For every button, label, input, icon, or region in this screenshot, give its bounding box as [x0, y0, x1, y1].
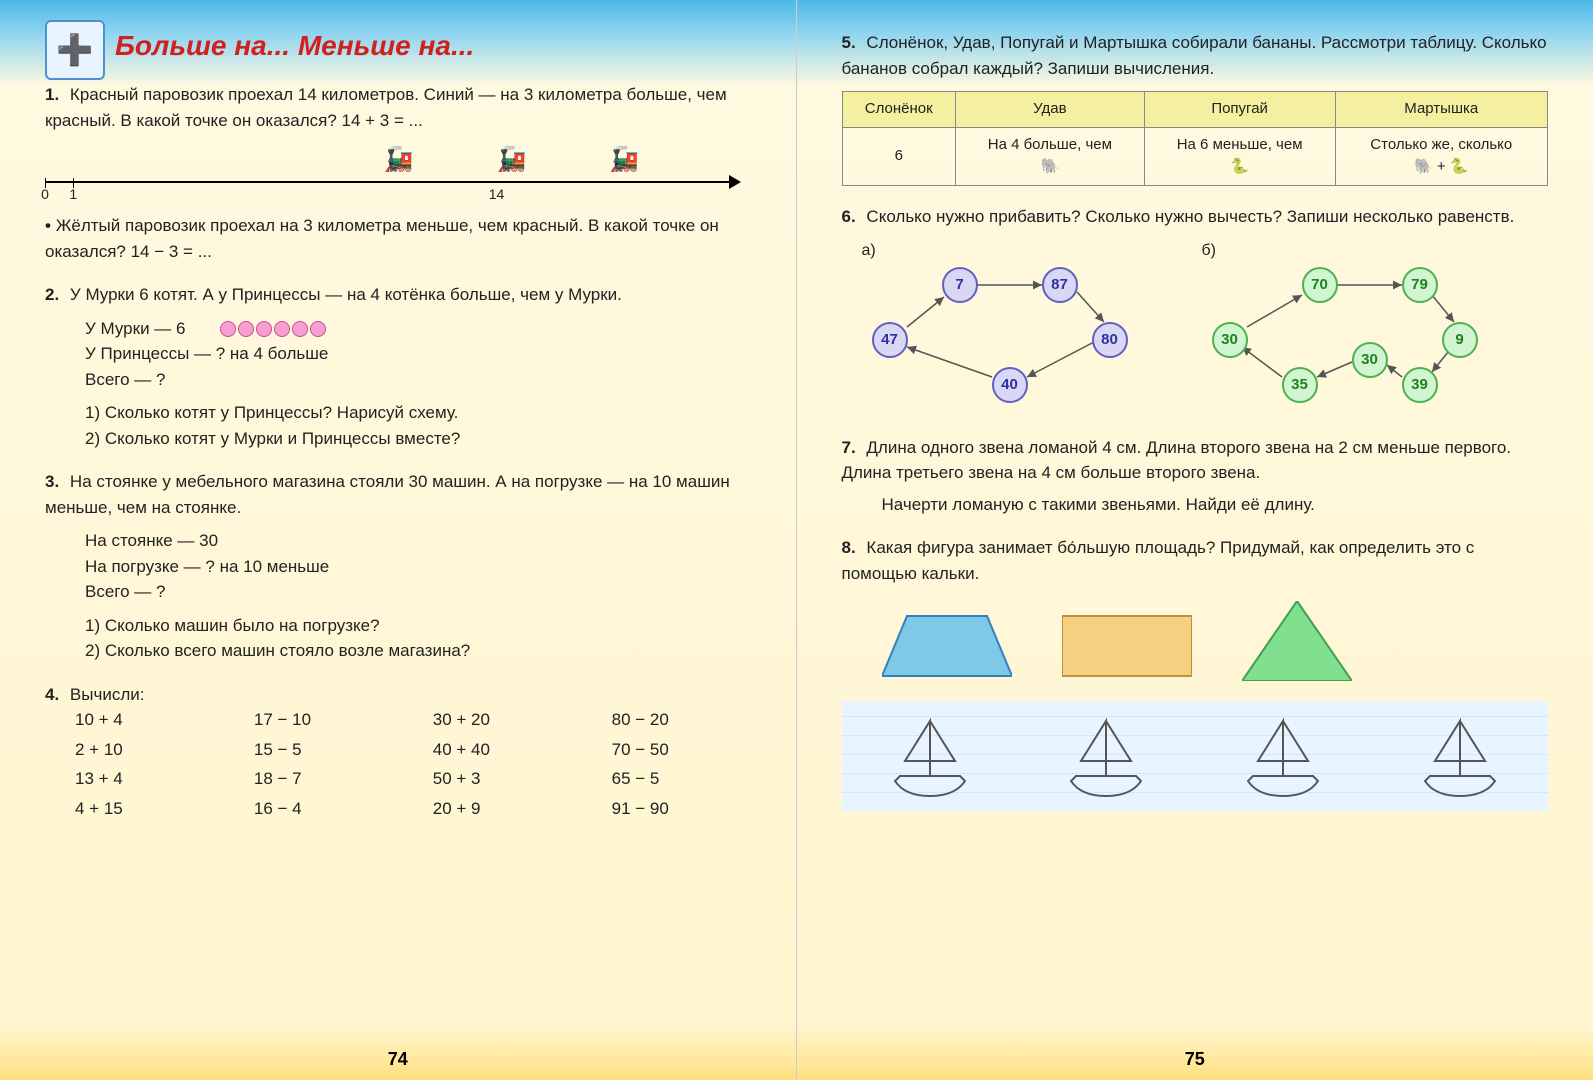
graph-node: 40	[992, 367, 1028, 403]
calc-cell: 2 + 10	[75, 737, 214, 763]
task-7: 7. Длина одного звена ломаной 4 см. Длин…	[842, 435, 1549, 518]
page-right: 5. Слонёнок, Удав, Попугай и Мартышка со…	[797, 0, 1593, 1080]
triangle-shape	[1242, 601, 1352, 681]
train-icon: 🚂	[384, 142, 414, 178]
graph-a: 7 87 47 80 40	[862, 267, 1142, 407]
calc-cell: 13 + 4	[75, 766, 214, 792]
rect-shape	[1062, 611, 1192, 681]
train-icon: 🚂	[497, 142, 527, 178]
graph-node: 39	[1402, 367, 1438, 403]
calc-cell: 15 − 5	[254, 737, 393, 763]
graph-node: 30	[1212, 322, 1248, 358]
page-title: Больше на... Меньше на...	[115, 30, 751, 62]
elephant-icon: 🐘	[1041, 158, 1060, 175]
banana-table: Слонёнок Удав Попугай Мартышка 6 На 4 бо…	[842, 91, 1549, 186]
trapezoid-shape	[882, 611, 1012, 681]
calc-cell: 17 − 10	[254, 707, 393, 733]
calc-cell: 10 + 4	[75, 707, 214, 733]
ships-row	[842, 701, 1549, 811]
graph-node: 87	[1042, 267, 1078, 303]
calc-cell: 30 + 20	[433, 707, 572, 733]
snake-icon: 🐍	[1230, 158, 1249, 175]
ship-icon	[1228, 711, 1338, 801]
calc-cell: 91 − 90	[612, 796, 751, 822]
calc-cell: 40 + 40	[433, 737, 572, 763]
calc-cell: 50 + 3	[433, 766, 572, 792]
calc-cell: 16 − 4	[254, 796, 393, 822]
ship-icon	[875, 711, 985, 801]
task-6: 6. Сколько нужно прибавить? Сколько нужн…	[842, 204, 1549, 415]
task-text: Красный паровозик проехал 14 километров.…	[45, 85, 727, 130]
calc-cell: 20 + 9	[433, 796, 572, 822]
task-8: 8. Какая фигура занимает бо́льшую площад…	[842, 535, 1549, 681]
number-line: 0 1 14 🚂 🚂 🚂	[45, 143, 751, 193]
calc-cell: 18 − 7	[254, 766, 393, 792]
task-3: 3. На стоянке у мебельного магазина стоя…	[45, 469, 751, 664]
graph-node: 9	[1442, 322, 1478, 358]
task-5: 5. Слонёнок, Удав, Попугай и Мартышка со…	[842, 30, 1549, 186]
calc-grid: 10 + 4 17 − 10 30 + 20 80 − 20 2 + 10 15 − 5 4…	[75, 707, 751, 821]
shapes-row	[882, 601, 1549, 681]
calc-cell: 80 − 20	[612, 707, 751, 733]
snake-icon: 🐍	[1450, 158, 1469, 175]
calc-cell: 65 − 5	[612, 766, 751, 792]
ship-icon	[1051, 711, 1161, 801]
task-4: 4. Вычисли: 10 + 417 − 1030 + 2080 − 202…	[45, 682, 751, 822]
graph-node: 47	[872, 322, 908, 358]
ship-icon	[1405, 711, 1515, 801]
calc-cell: 70 − 50	[612, 737, 751, 763]
graph-b: 70 79 30 9 30 35 39	[1202, 267, 1482, 407]
calc-cell: 4 + 15	[75, 796, 214, 822]
graph-node: 79	[1402, 267, 1438, 303]
graph-node: 80	[1092, 322, 1128, 358]
page-left: ➕ Больше на... Меньше на... 1. Красный п…	[0, 0, 797, 1080]
task-2: 2. У Мурки 6 котят. А у Принцессы — на 4…	[45, 282, 751, 451]
task-num: 1.	[45, 85, 59, 104]
elephant-icon: 🐘	[1414, 158, 1433, 175]
graph-node: 35	[1282, 367, 1318, 403]
graph-node: 30	[1352, 342, 1388, 378]
graph-node: 70	[1302, 267, 1338, 303]
page-number: 75	[797, 1049, 1593, 1070]
plus-icon-box: ➕	[45, 20, 105, 80]
circles-row	[220, 321, 326, 337]
train-icon: 🚂	[609, 142, 639, 178]
page-number: 74	[0, 1049, 796, 1070]
task-1: 1. Красный паровозик проехал 14 километр…	[45, 82, 751, 264]
graph-node: 7	[942, 267, 978, 303]
